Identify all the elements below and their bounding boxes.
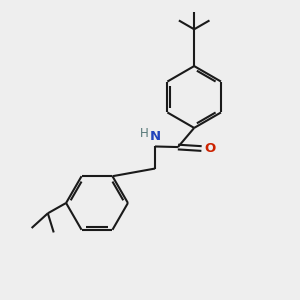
- Text: O: O: [204, 142, 215, 155]
- Text: H: H: [140, 127, 148, 140]
- Text: N: N: [149, 130, 161, 143]
